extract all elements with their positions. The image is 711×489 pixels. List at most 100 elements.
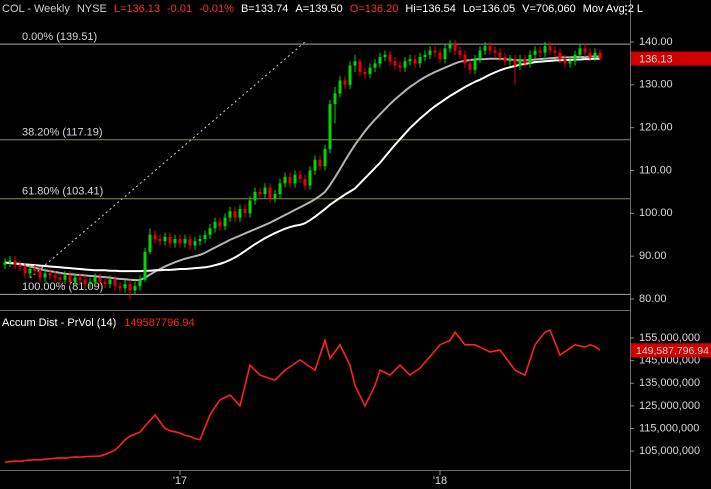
candle-body: [218, 221, 222, 227]
candle-body: [268, 187, 272, 199]
candle-body: [513, 59, 517, 66]
moving-average: [4, 57, 600, 273]
y-tick-label: 80.00: [639, 293, 667, 305]
candle-body: [3, 262, 7, 265]
candle-body: [68, 275, 72, 282]
candle-body: [418, 56, 422, 64]
candle-body: [18, 264, 22, 267]
candle-body: [483, 46, 487, 51]
candle-body: [533, 50, 537, 55]
candle-body: [228, 211, 232, 218]
candle-body: [523, 59, 527, 64]
candle-body: [203, 234, 207, 240]
candle-body: [78, 277, 82, 280]
candle-body: [48, 273, 52, 276]
menu-dot[interactable]: [625, 13, 627, 15]
candle-body: [473, 59, 477, 70]
candle-body: [143, 251, 147, 280]
x-tick-label: '18: [433, 475, 447, 487]
candle-body: [378, 56, 382, 64]
candle-body: [233, 211, 237, 218]
candle-body: [178, 239, 182, 244]
candle-body: [148, 234, 152, 252]
candle-body: [318, 159, 322, 167]
header-item: COL - Weekly: [2, 3, 70, 15]
candle-body: [518, 59, 522, 66]
candle-body: [363, 71, 367, 75]
candle-body: [563, 59, 567, 64]
header-item: -0.01: [167, 3, 192, 15]
candle-body: [153, 234, 157, 240]
candle-body: [388, 54, 392, 62]
indicator-name: Accum Dist - PrVol (14): [2, 317, 116, 329]
moving-average: [4, 55, 600, 282]
menu-dot[interactable]: [625, 9, 627, 11]
candle-body: [598, 52, 602, 59]
candle-body: [368, 67, 372, 75]
candle-body: [443, 48, 447, 60]
candle-body: [548, 46, 552, 51]
candle-body: [423, 54, 427, 57]
candle-body: [478, 50, 482, 60]
y-tick-label: 140.00: [639, 36, 673, 48]
candle-body: [508, 59, 512, 62]
candle-body: [173, 239, 177, 244]
candle-body: [93, 277, 97, 282]
candle-body: [373, 63, 377, 68]
candle-body: [38, 271, 42, 278]
candle-body: [83, 279, 87, 285]
candle-body: [188, 239, 192, 246]
header: COL - Weekly NYSE L=136.13 -0.01 -0.01% B=133…: [2, 3, 643, 15]
candle-body: [283, 176, 287, 184]
candle-body: [413, 59, 417, 64]
candle-body: [193, 241, 197, 246]
candle-body: [103, 281, 107, 285]
candle-body: [553, 50, 557, 53]
candle-body: [453, 44, 457, 51]
indicator-title: Accum Dist - PrVol (14) 149587796.94: [2, 317, 195, 329]
header-item: Mov Avg 2 L: [583, 3, 643, 15]
candle-body: [63, 275, 67, 280]
header-item: Lo=136.05: [463, 3, 515, 15]
value-tag: [631, 343, 711, 358]
candle-body: [308, 170, 312, 186]
candle-body: [133, 286, 137, 291]
candle-body: [353, 61, 357, 66]
candle-body: [578, 48, 582, 55]
candle-body: [458, 50, 462, 55]
indicator-value: 149587796.94: [124, 317, 194, 329]
candle-body: [243, 209, 247, 214]
fib-label: 38.20% (117.19): [22, 127, 103, 139]
indicator-line: [4, 329, 601, 463]
y-tick-label: 145,000,000: [639, 355, 700, 367]
y-tick-label: 100.00: [639, 207, 673, 219]
candle-body: [263, 187, 267, 195]
candle-body: [358, 61, 362, 72]
candle-body: [253, 191, 257, 201]
menu-icon[interactable]: [625, 5, 627, 15]
candle-body: [288, 176, 292, 184]
candle-body: [273, 194, 277, 199]
candle-body: [573, 54, 577, 62]
candle-body: [43, 273, 47, 278]
header-item: L=136.13: [114, 3, 160, 15]
y-tick-label: 110.00: [639, 164, 672, 176]
y-tick-label: 90.00: [639, 250, 667, 262]
header-item: V=706,060: [522, 3, 576, 15]
fib-label: 100.00% (81.09): [22, 281, 103, 293]
candle-body: [333, 93, 337, 105]
candle-body: [258, 191, 262, 195]
value-tag-label: 149,587,796.94: [636, 345, 709, 357]
candle-body: [338, 80, 342, 94]
candle-body: [528, 54, 532, 64]
candle-body: [138, 279, 142, 287]
candle-body: [123, 284, 127, 289]
candle-body: [433, 50, 437, 53]
trend-line: [29, 41, 306, 279]
candle-body: [328, 104, 332, 150]
candle-body: [408, 59, 412, 62]
candle-body: [88, 281, 92, 285]
menu-dot[interactable]: [625, 5, 627, 7]
header-item: B=133.74: [241, 3, 288, 15]
